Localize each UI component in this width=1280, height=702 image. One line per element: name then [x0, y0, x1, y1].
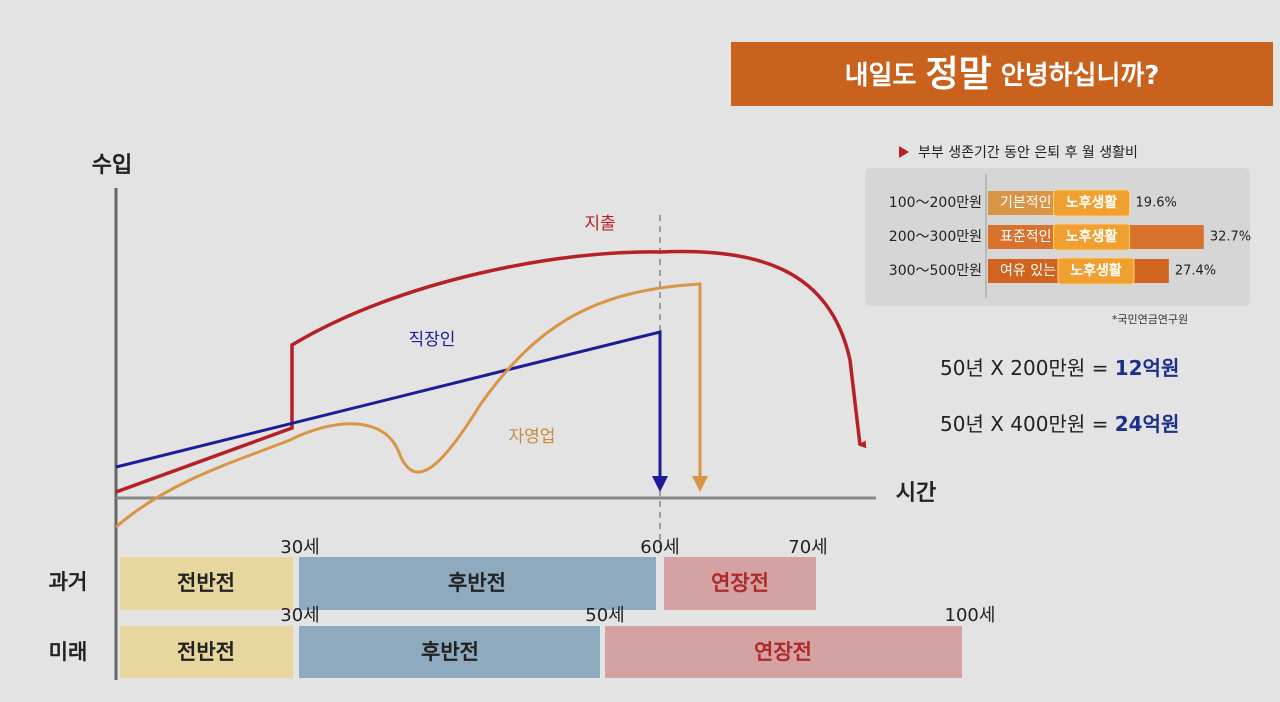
range-label: 100～200만원: [889, 195, 982, 211]
panel-heading: 부부 생존기간 동안 은퇴 후 월 생활비: [918, 145, 1138, 161]
age-label: 70세: [788, 537, 827, 558]
expense-curve: [115, 249, 867, 494]
range-label: 300～500만원: [889, 263, 982, 279]
range-label: 200～300만원: [889, 229, 982, 245]
equation-result: 12억원: [1115, 356, 1180, 380]
segment-label: 연장전: [711, 571, 769, 595]
value-label: 32.7%: [1210, 230, 1251, 245]
age-label: 30세: [280, 605, 319, 626]
segment: [299, 626, 600, 678]
self-employed-label: 자영업: [509, 427, 556, 447]
bar-desc: 표준적인: [1000, 229, 1052, 245]
x-axis-label: 시간: [896, 481, 936, 506]
highlight-text: 노후생활: [1066, 228, 1118, 245]
title-box: [731, 42, 1273, 106]
row-label: 과거: [49, 570, 88, 594]
segment-label: 전반전: [177, 640, 235, 664]
expense-label: 지출: [584, 214, 615, 234]
value-label: 19.6%: [1136, 196, 1177, 211]
bar-desc: 여유 있는: [1000, 263, 1056, 279]
employee-curve: [115, 330, 662, 478]
segment-label: 후반전: [448, 571, 506, 595]
self-employed-curve: [115, 282, 702, 529]
segment: [120, 626, 293, 678]
highlight-box: [1053, 189, 1131, 217]
self-employed-arrow: [692, 476, 708, 492]
age-label: 100세: [945, 605, 996, 626]
segment: [605, 626, 962, 678]
age-label: 30세: [280, 537, 319, 558]
value-label: 27.4%: [1175, 264, 1216, 279]
highlight-box: [1057, 257, 1135, 285]
title-pre: 내일도: [845, 61, 917, 91]
segment-label: 후반전: [421, 640, 479, 664]
row-label: 미래: [49, 640, 88, 664]
title-post: 안녕하십니까?: [1001, 61, 1160, 91]
age-label: 60세: [640, 537, 679, 558]
bar-desc: 기본적인: [1000, 195, 1052, 211]
segment: [299, 557, 656, 610]
bullet: [899, 146, 909, 158]
segment-label: 연장전: [754, 640, 812, 664]
highlight-text: 노후생활: [1066, 194, 1118, 211]
highlight-box: [1053, 223, 1131, 251]
title-emph: 정말: [925, 54, 991, 95]
segment: [664, 557, 816, 610]
segment-label: 전반전: [177, 571, 235, 595]
age-label: 50세: [585, 605, 624, 626]
y-axis-label: 수입: [92, 153, 132, 178]
equation: 50년 X 400만원 = 24억원: [940, 412, 1179, 436]
equation-result: 24억원: [1115, 412, 1180, 436]
employee-label: 직장인: [409, 330, 456, 350]
cost-rows: 100～200만원 기본적인 노후생활 19.6%200～300만원 표준적인 노후생활 3…: [889, 189, 1251, 285]
equation: 50년 X 200만원 = 12억원: [940, 356, 1179, 380]
source: *국민연금연구원: [1112, 313, 1188, 326]
title: 내일도 정말 안녕하십니까?: [845, 54, 1160, 95]
equation-expr: 50년 X 200만원 =: [940, 356, 1108, 380]
employee-arrow: [652, 476, 668, 492]
segment: [120, 557, 293, 610]
highlight-text: 노후생활: [1070, 262, 1122, 279]
equation-expr: 50년 X 400만원 =: [940, 412, 1108, 436]
